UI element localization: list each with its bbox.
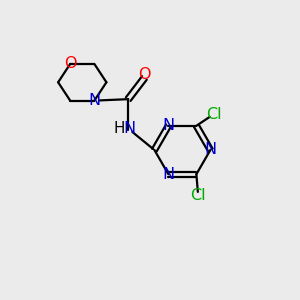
- Text: N: N: [162, 118, 175, 133]
- Text: N: N: [204, 142, 216, 158]
- Text: O: O: [64, 56, 76, 71]
- Text: N: N: [124, 121, 136, 136]
- Text: N: N: [162, 167, 175, 182]
- Text: N: N: [88, 93, 100, 108]
- Text: O: O: [138, 67, 151, 82]
- Text: Cl: Cl: [206, 107, 222, 122]
- Text: Cl: Cl: [190, 188, 206, 203]
- Text: H: H: [113, 121, 124, 136]
